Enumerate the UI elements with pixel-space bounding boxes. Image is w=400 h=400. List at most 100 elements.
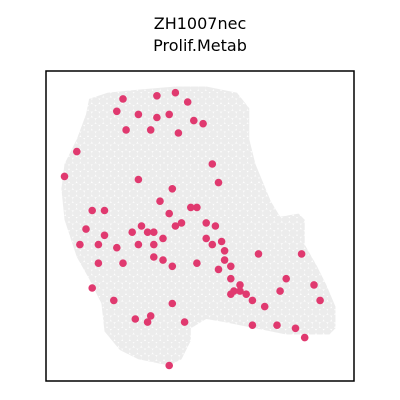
- background-spot: [315, 143, 324, 152]
- background-spot: [270, 314, 279, 323]
- background-spot: [87, 104, 96, 112]
- background-spot: [152, 334, 161, 343]
- background-spot: [144, 294, 153, 303]
- background-spot: [243, 215, 252, 224]
- background-spot: [343, 190, 351, 198]
- background-spot: [262, 156, 271, 165]
- background-spot: [103, 367, 111, 375]
- background-spot: [125, 222, 134, 231]
- background-spot: [160, 136, 168, 145]
- background-spot: [224, 143, 233, 152]
- background-spot: [129, 215, 138, 224]
- background-spot: [61, 123, 62, 132]
- highlight-spot: [150, 228, 158, 236]
- background-spot: [190, 86, 199, 93]
- background-spot: [270, 117, 279, 125]
- background-spot: [198, 268, 206, 277]
- background-spot: [72, 156, 81, 165]
- background-spot: [262, 248, 271, 257]
- background-spot: [243, 229, 252, 237]
- background-spot: [304, 360, 313, 366]
- background-spot: [171, 314, 180, 323]
- background-spot: [255, 196, 263, 205]
- background-spot: [327, 215, 336, 224]
- background-spot: [247, 130, 256, 139]
- background-spot: [205, 136, 214, 145]
- background-spot: [217, 143, 225, 152]
- background-spot: [296, 308, 305, 316]
- background-spot: [61, 90, 66, 99]
- background-spot: [258, 242, 267, 251]
- background-spot: [255, 143, 263, 152]
- background-spot: [194, 340, 203, 349]
- background-spot: [179, 90, 187, 99]
- background-spot: [122, 189, 130, 198]
- background-spot: [327, 176, 336, 185]
- background-spot: [164, 78, 172, 86]
- background-spot: [243, 110, 252, 119]
- highlight-spot: [236, 281, 244, 289]
- background-spot: [175, 97, 184, 106]
- background-spot: [182, 281, 191, 290]
- background-spot: [220, 136, 229, 145]
- background-spot: [65, 288, 73, 297]
- background-spot: [141, 90, 149, 99]
- background-spot: [319, 321, 328, 329]
- background-spot: [141, 78, 149, 86]
- background-spot: [118, 156, 127, 165]
- background-spot: [308, 340, 317, 349]
- background-spot: [205, 308, 214, 316]
- background-spot: [141, 169, 149, 178]
- background-spot: [198, 163, 206, 172]
- background-spot: [129, 202, 138, 211]
- background-spot: [346, 183, 354, 191]
- background-spot: [304, 242, 313, 251]
- background-spot: [239, 156, 248, 165]
- background-spot: [137, 163, 146, 172]
- background-spot: [61, 360, 70, 366]
- background-spot: [339, 236, 347, 244]
- background-spot: [61, 347, 62, 356]
- background-spot: [304, 136, 313, 145]
- background-spot: [186, 354, 195, 362]
- background-spot: [190, 110, 199, 119]
- background-spot: [156, 354, 165, 362]
- background-spot: [118, 301, 127, 310]
- background-spot: [186, 209, 195, 218]
- background-spot: [220, 281, 229, 290]
- background-spot: [61, 130, 66, 139]
- background-spot: [106, 242, 115, 251]
- background-spot: [91, 229, 100, 237]
- background-spot: [190, 150, 199, 158]
- background-spot: [144, 189, 153, 198]
- background-spot: [277, 156, 286, 165]
- background-spot: [50, 196, 58, 204]
- background-spot: [114, 86, 123, 93]
- background-spot: [80, 354, 89, 362]
- background-spot: [228, 347, 237, 356]
- background-spot: [61, 354, 66, 362]
- background-spot: [122, 268, 130, 277]
- highlight-spot: [165, 361, 173, 370]
- background-spot: [80, 327, 89, 336]
- background-spot: [91, 150, 100, 158]
- background-spot: [232, 156, 241, 165]
- background-spot: [224, 209, 233, 218]
- background-spot: [186, 301, 195, 310]
- background-spot: [110, 235, 119, 244]
- background-spot: [194, 104, 203, 112]
- background-spot: [217, 275, 225, 283]
- background-spot: [141, 235, 149, 244]
- background-spot: [133, 301, 142, 310]
- background-spot: [137, 123, 146, 132]
- background-spot: [133, 169, 142, 178]
- background-spot: [125, 169, 134, 178]
- background-spot: [312, 189, 320, 198]
- background-spot: [220, 268, 229, 277]
- background-spot: [194, 183, 203, 191]
- background-spot: [156, 301, 165, 310]
- background-spot: [281, 308, 290, 316]
- background-spot: [148, 275, 157, 283]
- background-spot: [68, 86, 77, 93]
- background-spot: [61, 321, 62, 330]
